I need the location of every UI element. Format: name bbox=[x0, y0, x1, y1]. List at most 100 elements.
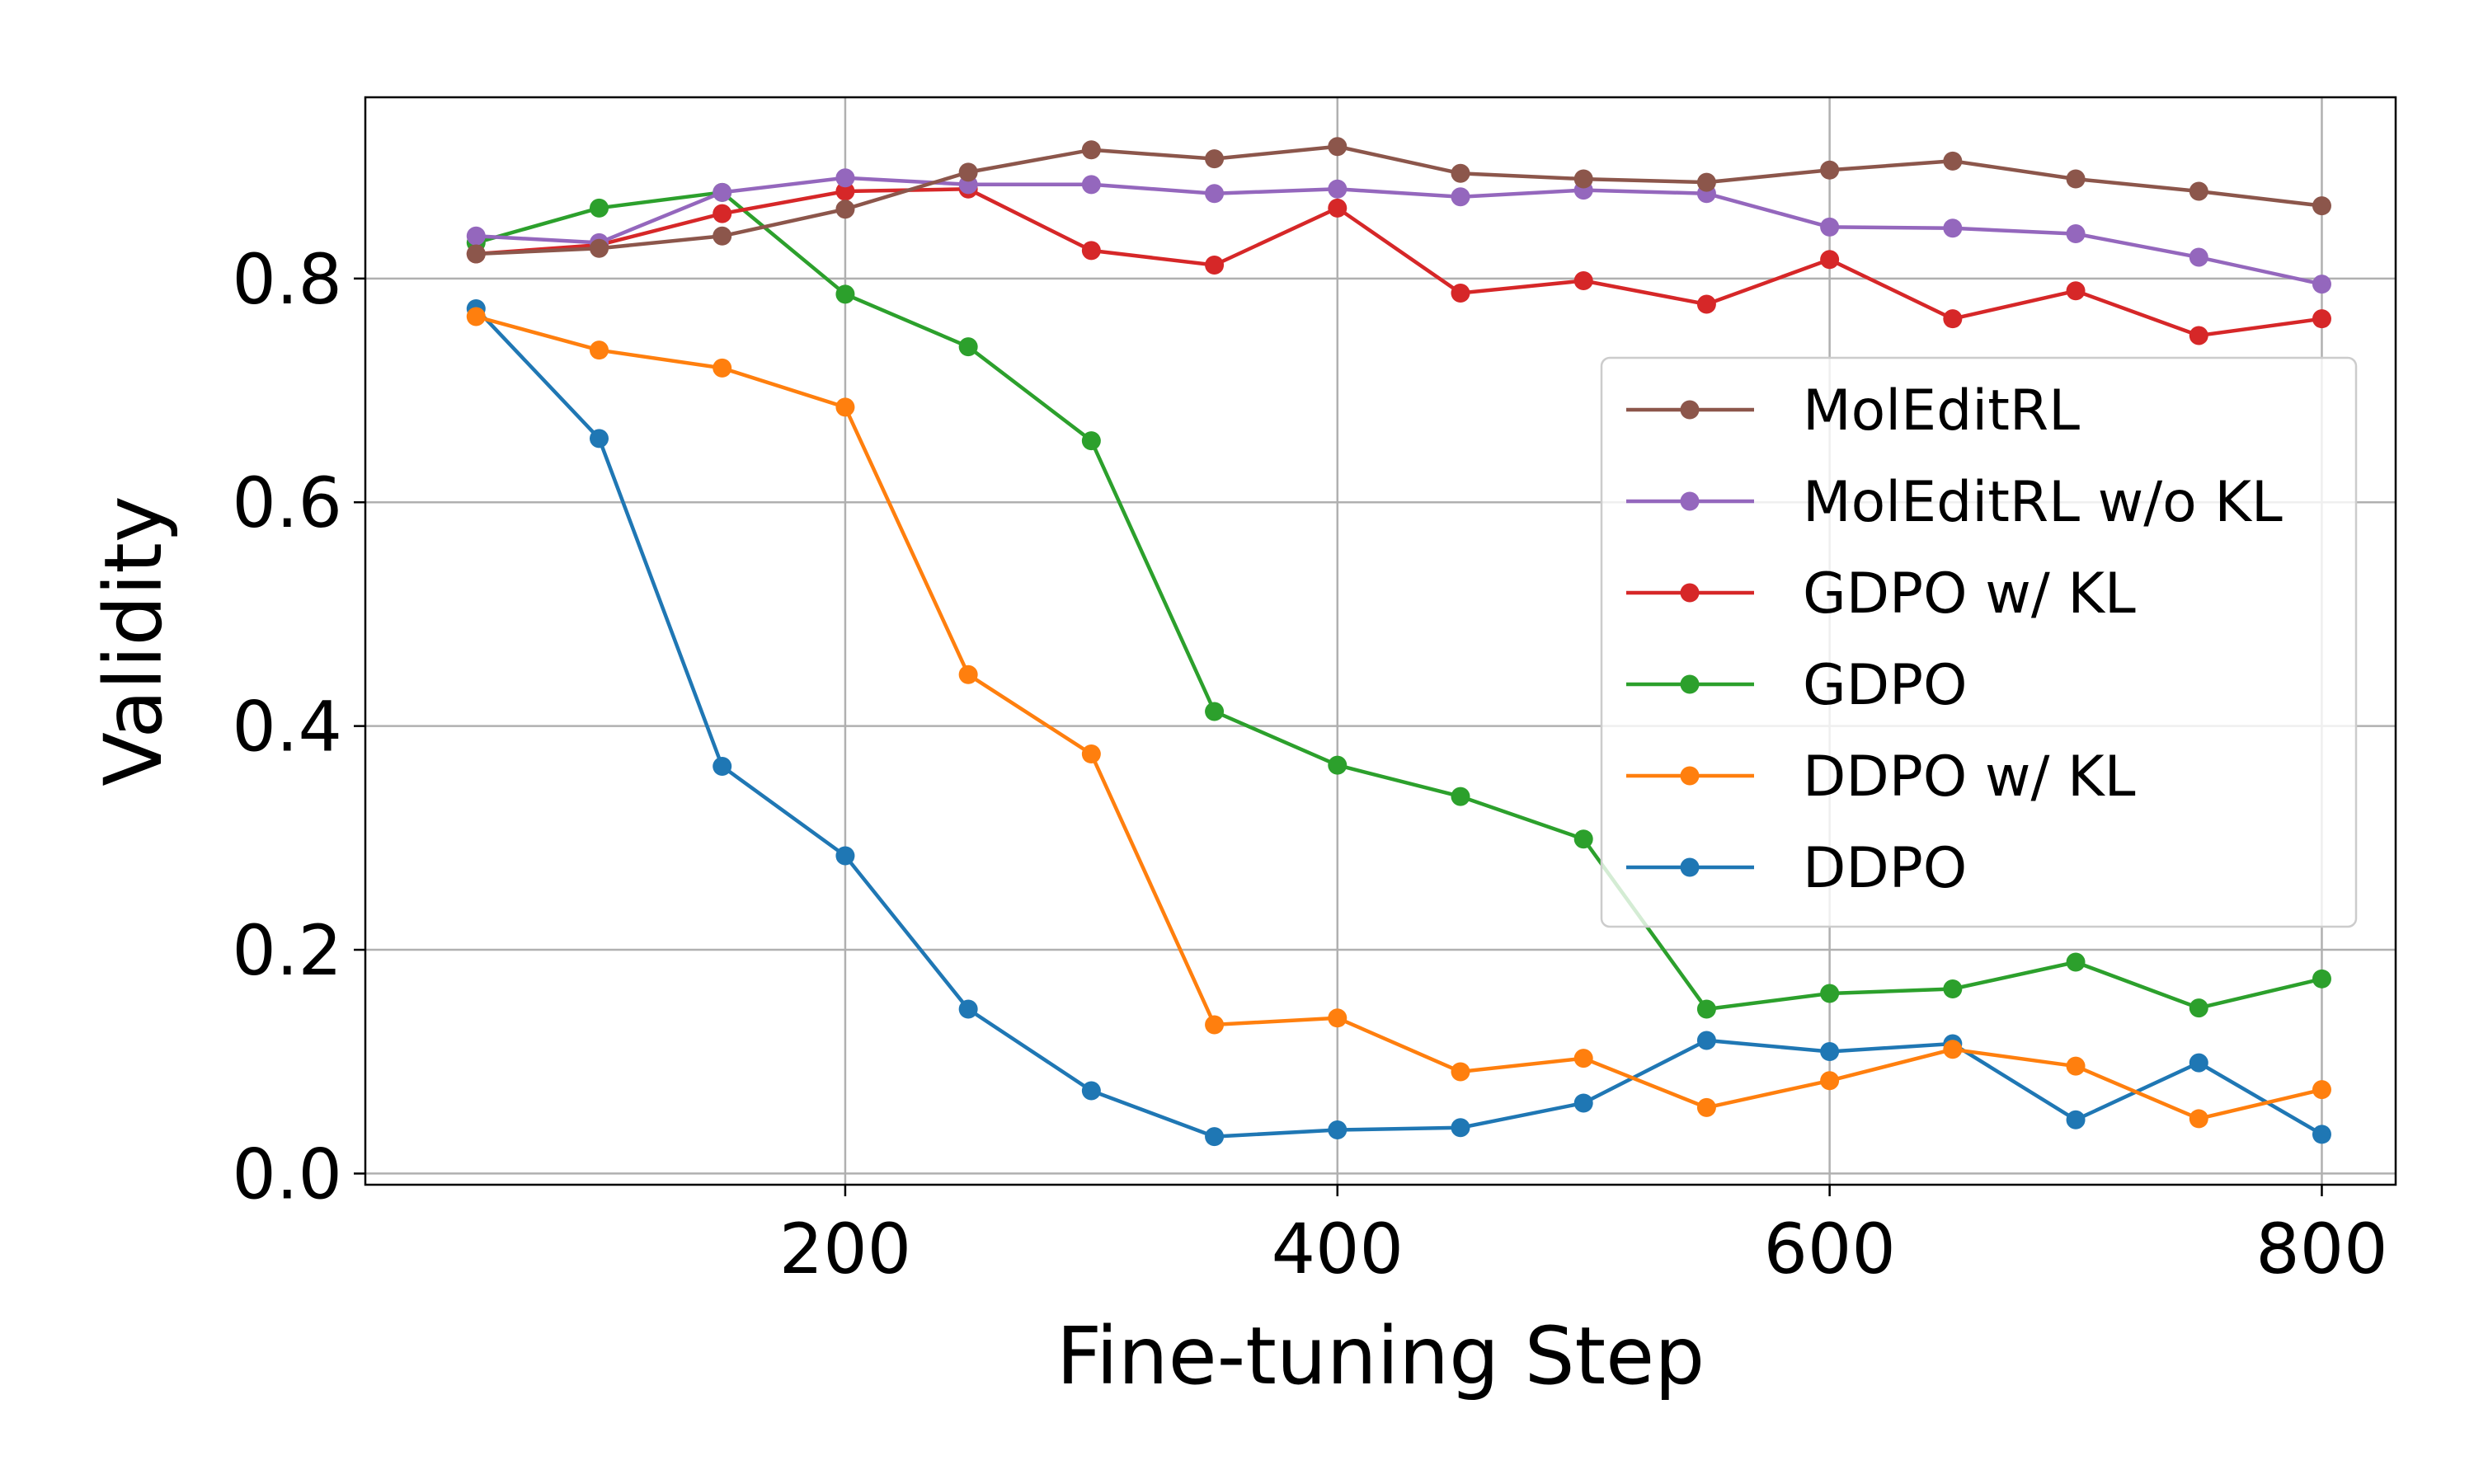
data-point-ddpo-w-kl bbox=[1696, 1097, 1716, 1117]
data-point-ddpo-w-kl bbox=[1451, 1062, 1470, 1082]
series-line-gdpo bbox=[475, 190, 2323, 1012]
data-point-gdpo-w-kl bbox=[1328, 198, 1348, 218]
data-point-moleditrl-w-o-kl bbox=[1205, 184, 1225, 204]
data-point-moleditrl bbox=[1820, 160, 1840, 180]
data-point-moleditrl bbox=[466, 244, 486, 264]
data-point-moleditrl bbox=[2066, 169, 2086, 189]
series-ddpo-w-kl bbox=[466, 307, 2331, 1129]
data-point-gdpo-w-kl bbox=[1451, 283, 1470, 303]
x-tick-label: 200 bbox=[779, 1209, 911, 1289]
legend-swatch-marker bbox=[1680, 766, 1700, 786]
x-tick-label: 600 bbox=[1763, 1209, 1895, 1289]
data-point-moleditrl-w-o-kl bbox=[713, 182, 732, 202]
legend-entry: DDPO w/ KL bbox=[1626, 744, 2136, 810]
y-tick-label: 0.6 bbox=[232, 463, 342, 543]
series-line-ddpo bbox=[474, 307, 2323, 1139]
data-point-ddpo bbox=[1205, 1127, 1225, 1147]
data-point-moleditrl bbox=[713, 226, 732, 246]
data-point-ddpo bbox=[1328, 1120, 1348, 1140]
legend-swatch-marker bbox=[1680, 491, 1700, 511]
data-point-moleditrl-w-o-kl bbox=[835, 168, 855, 188]
data-point-ddpo-w-kl bbox=[2312, 1080, 2331, 1100]
legend: MolEditRL MolEditRL w/o KL GDPO w/ KL GDPO D… bbox=[1600, 356, 2358, 928]
y-tick-label: 0.8 bbox=[232, 239, 342, 320]
legend-entry: MolEditRL w/o KL bbox=[1626, 470, 2283, 535]
data-point-ddpo-w-kl bbox=[835, 397, 855, 417]
data-point-ddpo bbox=[958, 999, 978, 1019]
legend-entry: GDPO w/ KL bbox=[1626, 561, 2136, 627]
data-point-moleditrl-w-o-kl bbox=[2312, 275, 2331, 294]
data-point-gdpo-w-kl bbox=[835, 181, 855, 201]
legend-entry: MolEditRL bbox=[1626, 378, 2080, 444]
data-point-ddpo-w-kl bbox=[713, 358, 732, 378]
data-point-moleditrl-w-o-kl bbox=[1328, 179, 1348, 199]
data-point-gdpo-w-kl bbox=[1205, 256, 1225, 275]
data-point-moleditrl bbox=[2189, 181, 2208, 201]
plot-series bbox=[466, 137, 2331, 1147]
data-point-gdpo-w-kl bbox=[1820, 250, 1840, 270]
legend-entry: GDPO bbox=[1626, 653, 1968, 718]
x-axis-title: Fine-tuning Step bbox=[1056, 1310, 1705, 1402]
data-point-moleditrl bbox=[2312, 196, 2331, 216]
data-point-moleditrl bbox=[1328, 137, 1348, 157]
legend-label: MolEditRL bbox=[1803, 378, 2080, 444]
data-point-gdpo bbox=[2066, 952, 2086, 972]
data-point-ddpo bbox=[2066, 1110, 2086, 1129]
data-point-ddpo bbox=[1081, 1081, 1101, 1101]
data-point-ddpo-w-kl bbox=[1328, 1008, 1348, 1028]
data-point-gdpo bbox=[835, 284, 855, 304]
legend-label: MolEditRL w/o KL bbox=[1803, 470, 2283, 535]
legend-box bbox=[1600, 356, 2358, 928]
data-point-gdpo bbox=[1081, 431, 1101, 451]
data-point-ddpo-w-kl bbox=[1943, 1040, 1963, 1059]
data-point-ddpo bbox=[1573, 1093, 1593, 1113]
data-point-moleditrl-w-o-kl bbox=[1943, 218, 1963, 238]
axis-ticks: 200 400 600 800 0.0 0.2 0.4 0.6 0.8 bbox=[232, 239, 2387, 1289]
series-gdpo-w-kl bbox=[466, 179, 2331, 345]
data-point-moleditrl bbox=[1943, 151, 1963, 171]
data-point-ddpo bbox=[2189, 1053, 2208, 1073]
data-point-gdpo bbox=[1943, 979, 1963, 999]
data-point-moleditrl-w-o-kl bbox=[1451, 187, 1470, 207]
data-point-gdpo-w-kl bbox=[713, 204, 732, 223]
legend-swatch-marker bbox=[1680, 674, 1700, 694]
data-point-moleditrl bbox=[1081, 140, 1101, 160]
data-point-moleditrl bbox=[1451, 163, 1470, 183]
series-line-moleditrl bbox=[476, 144, 2322, 256]
data-point-moleditrl bbox=[1573, 169, 1593, 189]
data-point-moleditrl-w-o-kl bbox=[2066, 224, 2086, 244]
data-point-gdpo bbox=[958, 337, 978, 357]
data-point-ddpo bbox=[835, 846, 855, 866]
data-point-ddpo bbox=[713, 756, 732, 776]
data-point-gdpo-w-kl bbox=[2312, 309, 2331, 329]
data-point-gdpo-w-kl bbox=[1573, 271, 1593, 291]
data-point-ddpo-w-kl bbox=[2066, 1056, 2086, 1076]
data-point-gdpo-w-kl bbox=[1943, 309, 1963, 329]
legend-entry: DDPO bbox=[1626, 836, 1967, 901]
legend-swatch-marker bbox=[1680, 400, 1700, 420]
data-point-moleditrl-w-o-kl bbox=[2189, 247, 2208, 267]
legend-swatch-marker bbox=[1680, 583, 1700, 603]
data-point-ddpo-w-kl bbox=[2189, 1109, 2208, 1129]
plot-frame bbox=[364, 96, 2397, 1186]
x-tick-label: 400 bbox=[1272, 1209, 1404, 1289]
legend-label: GDPO bbox=[1803, 653, 1968, 718]
data-point-gdpo-w-kl bbox=[2189, 326, 2208, 345]
series-line-moleditrl-w-o-kl bbox=[476, 176, 2322, 286]
data-point-moleditrl bbox=[590, 238, 609, 258]
legend-swatch-marker bbox=[1680, 857, 1700, 877]
series-line-gdpo-w-kl bbox=[476, 187, 2322, 338]
y-axis-title: Validity bbox=[87, 495, 180, 786]
data-point-ddpo-w-kl bbox=[958, 665, 978, 684]
data-point-ddpo-w-kl bbox=[1573, 1049, 1593, 1068]
data-point-ddpo bbox=[590, 429, 609, 448]
data-point-moleditrl-w-o-kl bbox=[1820, 217, 1840, 237]
data-point-gdpo-w-kl bbox=[1696, 294, 1716, 314]
data-point-gdpo bbox=[2312, 969, 2331, 989]
data-point-ddpo-w-kl bbox=[1081, 744, 1101, 764]
data-point-gdpo-w-kl bbox=[1081, 241, 1101, 261]
series-line-ddpo-w-kl bbox=[475, 314, 2323, 1121]
y-tick-label: 0.4 bbox=[232, 687, 342, 768]
data-point-ddpo bbox=[1820, 1042, 1840, 1062]
